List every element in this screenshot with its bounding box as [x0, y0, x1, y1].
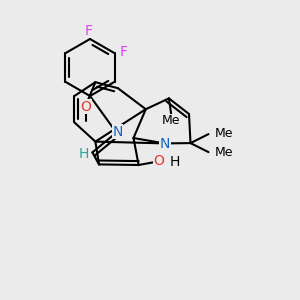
Text: F: F — [85, 24, 92, 38]
Text: O: O — [154, 154, 164, 168]
Text: F: F — [120, 45, 128, 59]
Text: Me: Me — [162, 114, 181, 128]
Text: H: H — [78, 147, 88, 161]
Text: H: H — [169, 155, 180, 169]
Text: Me: Me — [215, 146, 234, 159]
Text: Me: Me — [215, 127, 234, 140]
Text: N: N — [112, 125, 123, 139]
Text: N: N — [160, 137, 170, 151]
Text: O: O — [80, 100, 91, 114]
